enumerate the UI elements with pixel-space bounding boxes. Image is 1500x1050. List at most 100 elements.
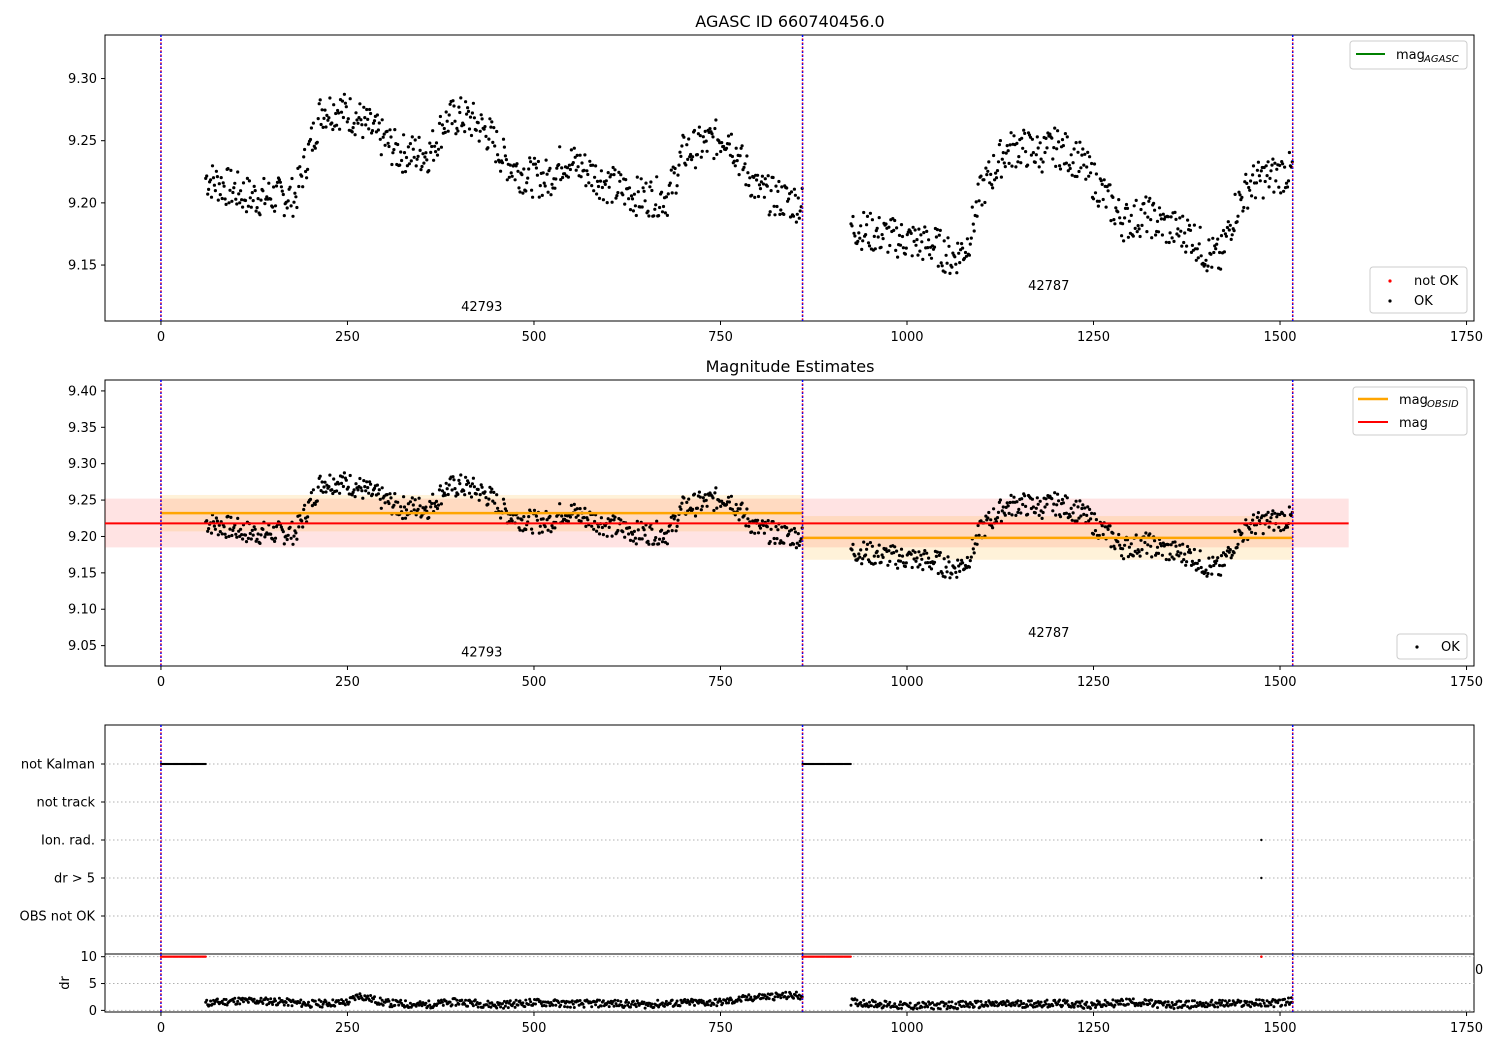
dr-point (1044, 1002, 1048, 1006)
data-point (797, 543, 801, 548)
data-point (682, 496, 686, 500)
dr-point (970, 1003, 974, 1007)
data-point (1154, 233, 1158, 237)
data-point (320, 480, 324, 484)
data-point (876, 235, 880, 239)
data-point (968, 242, 972, 246)
dr-point (1261, 999, 1265, 1002)
dr-point (1026, 1004, 1030, 1008)
data-point (600, 185, 605, 190)
data-point (1271, 509, 1275, 513)
data-point (853, 554, 857, 558)
data-point (483, 125, 487, 129)
data-point (934, 235, 939, 239)
dr-point (486, 999, 490, 1003)
data-point (1094, 518, 1098, 522)
data-point (660, 190, 664, 194)
data-point (886, 563, 890, 567)
data-point (1048, 132, 1052, 136)
data-point (734, 502, 738, 507)
data-point (236, 170, 240, 174)
data-point (1215, 242, 1219, 246)
data-point (496, 506, 500, 510)
dr-point (246, 1000, 250, 1004)
data-point (493, 144, 497, 148)
dr-point (898, 1003, 901, 1007)
data-point (510, 174, 514, 178)
data-point (206, 192, 210, 196)
data-point (703, 129, 707, 133)
dr-point (505, 999, 509, 1003)
data-point (566, 519, 571, 524)
data-point (945, 261, 949, 265)
data-point (444, 481, 448, 485)
data-point (1170, 236, 1174, 240)
data-point (613, 168, 617, 172)
data-point (209, 178, 213, 182)
dr-point (993, 1004, 997, 1008)
data-point (558, 502, 562, 506)
data-point (1006, 149, 1010, 153)
data-point (480, 117, 484, 121)
data-point (1256, 510, 1260, 515)
data-point (1072, 503, 1076, 507)
data-point (989, 172, 993, 176)
data-point (582, 168, 586, 172)
data-point (868, 211, 873, 215)
dr-point (454, 1003, 458, 1007)
data-point (756, 531, 761, 535)
data-point (1146, 543, 1150, 547)
dr-point (512, 1001, 516, 1005)
data-point (850, 548, 854, 552)
dr-point (1045, 998, 1049, 1002)
data-point (582, 515, 586, 520)
data-point (795, 212, 799, 216)
data-point (590, 184, 594, 188)
dr-point (601, 999, 605, 1003)
data-point (1092, 162, 1097, 166)
dr-point (1125, 997, 1128, 1001)
data-point (880, 553, 884, 557)
data-point (795, 541, 799, 545)
data-point (282, 542, 286, 546)
dr-point (612, 1004, 616, 1008)
data-point (797, 216, 801, 220)
data-point (911, 225, 915, 229)
dr-point (1265, 999, 1269, 1003)
data-point (980, 203, 984, 207)
data-point (370, 131, 374, 135)
data-point (917, 550, 921, 554)
data-point (1153, 208, 1157, 212)
data-point (1277, 185, 1281, 189)
data-point (1014, 165, 1018, 169)
data-point (1214, 247, 1218, 251)
data-point (1063, 132, 1067, 136)
dr-point (859, 1001, 863, 1004)
data-point (1268, 176, 1272, 180)
data-point (997, 143, 1002, 147)
data-point (1267, 525, 1271, 529)
data-point (921, 257, 925, 261)
dr-point (787, 995, 791, 999)
data-point (753, 531, 757, 535)
data-point (411, 503, 415, 507)
dr-point (976, 999, 980, 1003)
data-point (1037, 513, 1041, 518)
x-tick-label-1-4: 1000 (890, 330, 923, 345)
data-point (433, 501, 437, 505)
data-point (1126, 555, 1130, 559)
data-point (467, 491, 472, 495)
data-point (701, 496, 705, 500)
data-point (360, 123, 364, 127)
data-point (583, 153, 587, 157)
dr-point (767, 997, 771, 1001)
data-point (1219, 573, 1223, 577)
data-point (244, 540, 249, 544)
data-point (943, 270, 947, 274)
data-point (864, 233, 868, 237)
data-point (623, 535, 627, 539)
dr-point (779, 996, 783, 1000)
data-point (875, 549, 879, 554)
chart-1-title: AGASC ID 660740456.0 (695, 12, 884, 31)
data-point (1024, 504, 1028, 508)
